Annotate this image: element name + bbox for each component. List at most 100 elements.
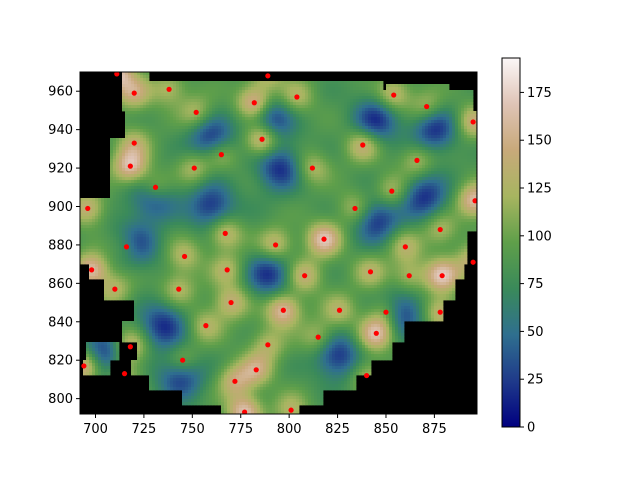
heatmap-cell (287, 84, 291, 88)
heatmap-cell (269, 93, 273, 97)
heatmap-cell (326, 183, 330, 187)
heatmap-cell (416, 198, 420, 202)
heatmap-cell (242, 135, 246, 139)
heatmap-cell (374, 183, 378, 187)
heatmap-cell (260, 186, 264, 190)
heatmap-cell (230, 192, 234, 196)
heatmap-cell (329, 183, 333, 187)
heatmap-cell (221, 111, 225, 115)
heatmap-cell (431, 138, 435, 142)
heatmap-cell (446, 129, 450, 133)
heatmap-cell (332, 165, 336, 169)
heatmap-cell (134, 192, 138, 196)
heatmap-cell (314, 102, 318, 106)
heatmap-cell (413, 189, 417, 193)
heatmap-cell (350, 159, 354, 163)
heatmap-cell (467, 159, 471, 163)
heatmap-cell (359, 111, 363, 115)
heatmap-cell (140, 114, 144, 118)
heatmap-cell (284, 204, 288, 208)
heatmap-cell (374, 198, 378, 202)
heatmap-cell (470, 186, 474, 190)
heatmap-cell (407, 126, 411, 130)
heatmap-cell (122, 150, 126, 154)
heatmap-cell (203, 147, 207, 151)
heatmap-cell (182, 189, 186, 193)
heatmap-cell (170, 162, 174, 166)
heatmap-cell (176, 198, 180, 202)
heatmap-cell (323, 120, 327, 124)
heatmap-cell (263, 135, 267, 139)
heatmap-cell (416, 102, 420, 106)
heatmap-cell (128, 87, 132, 91)
heatmap-cell (422, 138, 426, 142)
heatmap-cell (161, 156, 165, 160)
heatmap-cell (215, 141, 219, 145)
heatmap-cell (419, 174, 423, 178)
heatmap-cell (338, 90, 342, 94)
heatmap-cell (416, 105, 420, 109)
heatmap-cell (215, 165, 219, 169)
heatmap-cell (299, 204, 303, 208)
heatmap-cell (179, 198, 183, 202)
heatmap-cell (248, 111, 252, 115)
heatmap-cell (353, 114, 357, 118)
heatmap-cell (452, 90, 456, 94)
heatmap-cell (440, 174, 444, 178)
heatmap-cell (131, 168, 135, 172)
heatmap-cell (449, 168, 453, 172)
heatmap-cell (344, 171, 348, 175)
heatmap-cell (380, 198, 384, 202)
heatmap-cell (257, 144, 261, 148)
heatmap-cell (236, 186, 240, 190)
heatmap-cell (302, 90, 306, 94)
heatmap-cell (272, 90, 276, 94)
heatmap-cell (158, 186, 162, 190)
heatmap-cell (263, 111, 267, 115)
heatmap-cell (191, 186, 195, 190)
heatmap-cell (404, 162, 408, 166)
heatmap-cell (212, 198, 216, 202)
heatmap-cell (230, 129, 234, 133)
heatmap-cell (290, 99, 294, 103)
heatmap-cell (281, 162, 285, 166)
heatmap-cell (290, 96, 294, 100)
heatmap-cell (248, 90, 252, 94)
heatmap-cell (284, 180, 288, 184)
heatmap-cell (137, 144, 141, 148)
heatmap-cell (212, 93, 216, 97)
heatmap-cell (206, 132, 210, 136)
heatmap-cell (212, 120, 216, 124)
heatmap-cell (284, 144, 288, 148)
heatmap-cell (176, 150, 180, 154)
heatmap-cell (161, 192, 165, 196)
heatmap-cell (398, 120, 402, 124)
heatmap-cell (299, 81, 303, 85)
heatmap-cell (452, 93, 456, 97)
heatmap-cell (155, 111, 159, 115)
heatmap-cell (335, 159, 339, 163)
heatmap-cell (410, 186, 414, 190)
heatmap-cell (317, 120, 321, 124)
heatmap-cell (338, 177, 342, 181)
heatmap-cell (461, 195, 465, 199)
heatmap-cell (137, 165, 141, 169)
heatmap-cell (161, 159, 165, 163)
heatmap-cell (236, 90, 240, 94)
heatmap-cell (452, 129, 456, 133)
heatmap-cell (125, 177, 129, 181)
heatmap-cell (269, 123, 273, 127)
heatmap-cell (341, 159, 345, 163)
heatmap-cell (449, 132, 453, 136)
heatmap-cell (443, 171, 447, 175)
heatmap-cell (224, 141, 228, 145)
heatmap-cell (131, 156, 135, 160)
heatmap-cell (395, 141, 399, 145)
heatmap-cell (332, 147, 336, 151)
heatmap-cell (281, 150, 285, 154)
heatmap-cell (446, 180, 450, 184)
heatmap-cell (323, 105, 327, 109)
heatmap-cell (149, 186, 153, 190)
heatmap-cell (464, 135, 468, 139)
heatmap-cell (404, 189, 408, 193)
